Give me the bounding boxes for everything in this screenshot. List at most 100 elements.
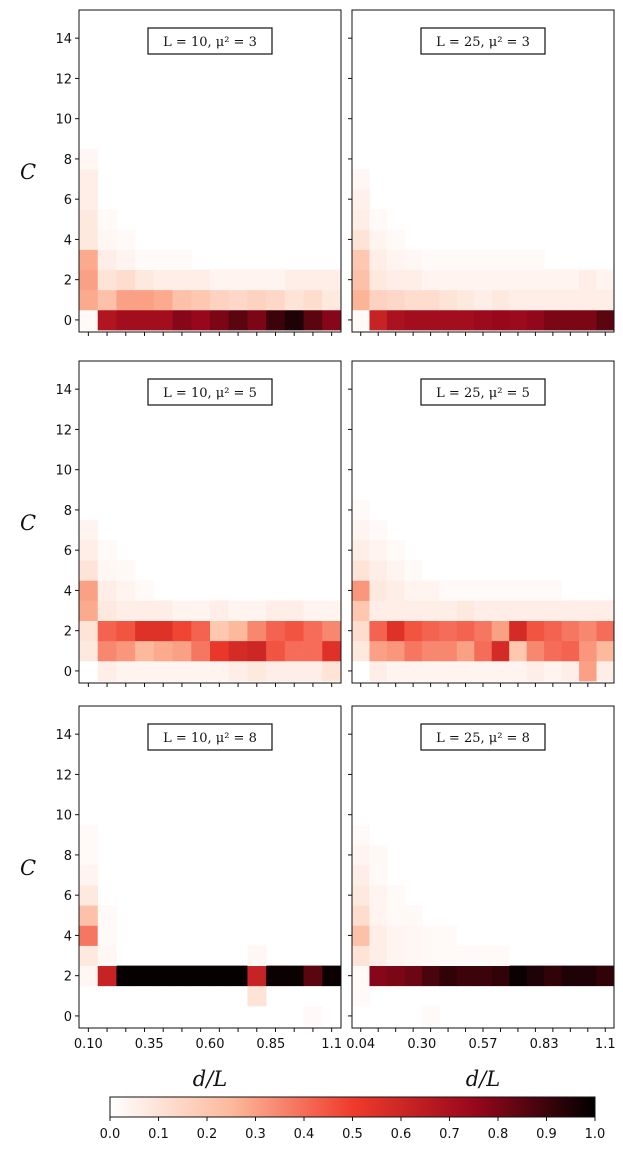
heatmap-cell [191,600,211,622]
heatmap-cell [491,269,510,291]
panel-L10_mu3: 0 2 4 6 8 10 12 14 L = 10, μ² = 3 [55,9,342,336]
heatmap-cell [474,660,493,682]
heatmap-cell [79,189,99,210]
y-tick-label: 14 [55,383,72,398]
heatmap-cell [474,965,493,987]
heatmap-cell [247,600,267,622]
panel-label-box [147,378,273,406]
heatmap-cell [404,309,423,331]
heatmap-cell [191,289,211,311]
panel-label: L = 25, μ² = 8 [436,731,530,746]
heatmap-cell [404,600,423,622]
heatmap-cell [352,580,370,601]
heatmap-cell [474,309,493,331]
panel-L25_mu5: L = 25, μ² = 5 [348,360,615,687]
heatmap-cell [210,620,230,642]
heatmap-cell [191,269,211,291]
heatmap-cell [579,620,597,642]
heatmap-cell [421,945,440,967]
heatmap-cell [247,269,267,291]
heatmap-cell [561,660,580,682]
heatmap-cell [352,600,370,622]
heatmap-cell [247,289,267,311]
heatmap-cell [526,660,545,682]
heatmap-cell [172,249,192,271]
heatmap-cell [303,289,323,311]
panel-L25_mu3: L = 25, μ² = 3 [348,9,615,336]
heatmap-cell [79,600,99,622]
heatmap-cell [369,885,388,906]
heatmap-cell [97,620,117,642]
heatmap-cell [191,640,211,662]
heatmap-cell [456,580,475,601]
heatmap-cell [79,925,99,946]
heatmap-cell [266,640,286,662]
heatmap-cell [97,309,117,331]
heatmap-cell [266,309,286,331]
heatmap-cell [284,600,304,622]
heatmap-cell [509,620,528,642]
heatmap-cell [579,269,597,291]
heatmap-cell [135,660,155,682]
heatmap-cell [491,965,510,987]
x-tick-label: 1.1 [321,1037,342,1052]
x-tick-label: 0.60 [196,1037,225,1052]
heatmap-cell [456,309,475,331]
heatmap-cell [386,885,405,906]
heatmap-cell [421,640,440,662]
heatmap-cell [135,640,155,662]
heatmap-cell [352,620,370,642]
heatmap-cell [284,620,304,642]
heatmap-cell [439,249,458,271]
heatmap-cell [97,945,117,967]
heatmap-cell [191,620,211,642]
heatmap-cell [456,620,475,642]
heatmap-cell [491,289,510,311]
heatmap-cell [303,620,323,642]
heatmap-cell [456,945,475,967]
heatmap-cell [266,965,286,987]
heatmap-cell [228,640,248,662]
heatmap-cell [386,540,405,561]
heatmap-cell [116,965,136,987]
colorbar-tick-label: 0.6 [391,1127,412,1142]
heatmap-cell [153,309,173,331]
heatmap-cell [386,289,405,311]
heatmap-cell [404,965,423,987]
heatmap-cell [352,864,370,886]
heatmap-cell [79,620,99,642]
heatmap-cell [97,249,117,271]
heatmap-cell [386,925,405,946]
panel-L10_mu8: 0 2 4 6 8 10 12 14 0.10 0.35 0.60 0.85 1.1 L = 10, μ²… [55,705,342,1052]
heatmap-cell [153,660,173,682]
heatmap-cell [247,660,267,682]
heatmap-cell [97,640,117,662]
heatmap-cell [79,965,99,987]
heatmap-cell [228,965,248,987]
panel-label: L = 10, μ² = 3 [163,35,257,50]
heatmap-cell [135,249,155,271]
heatmap-cell [369,209,388,230]
heatmap-cell [97,269,117,291]
heatmap-cell [352,925,370,946]
heatmap-cell [491,309,510,331]
heatmap-cell [116,309,136,331]
heatmap-cell [303,1005,323,1027]
heatmap-cell [369,660,388,682]
x-tick-label: 0.83 [530,1037,559,1052]
heatmap-cell [526,965,545,987]
heatmap-cell [544,600,562,622]
panel-label-box [420,378,546,406]
heatmap-cell [79,269,99,291]
y-tick-label: 0 [64,665,72,680]
y-tick-label: 10 [55,113,72,128]
heatmap-cell [303,965,323,987]
y-tick-label: 4 [64,233,72,248]
heatmap-cell [266,600,286,622]
heatmap-cell [509,309,528,331]
heatmap-cell [97,209,117,230]
heatmap-cell [247,640,267,662]
heatmap-cell [561,600,580,622]
heatmap-cell [97,905,117,926]
colorbar-tick-label: 0.9 [536,1127,557,1142]
